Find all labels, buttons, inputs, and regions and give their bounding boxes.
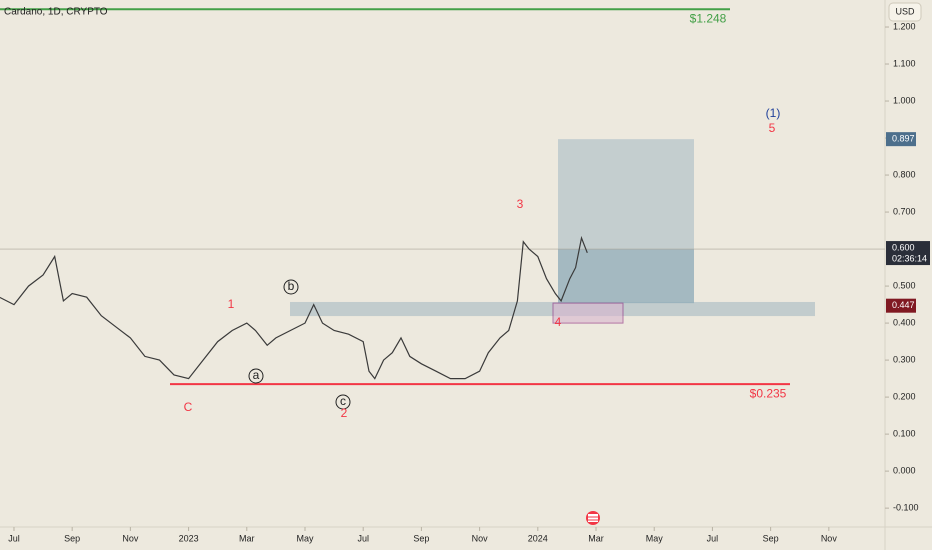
x-tick-label: Jul <box>8 533 20 543</box>
wave-label: 2 <box>341 406 348 420</box>
y-tick-label: 0.100 <box>893 428 916 438</box>
wave-label: 5 <box>769 121 776 135</box>
y-tick-label: 1.000 <box>893 95 916 105</box>
price-badge-label: 0.897 <box>892 134 915 144</box>
y-tick-label: 0.500 <box>893 280 916 290</box>
x-tick-label: Nov <box>821 533 838 543</box>
level-label: $1.248 <box>690 11 727 25</box>
x-tick-label: Nov <box>122 533 139 543</box>
x-tick-label: Jul <box>357 533 369 543</box>
x-tick-label: 2023 <box>179 533 199 543</box>
price-line <box>0 235 588 380</box>
wave-label: (1) <box>766 106 781 120</box>
wave-label: 4 <box>555 315 562 329</box>
y-tick-label: 0.400 <box>893 317 916 327</box>
price-badge <box>886 298 916 313</box>
y-tick-label: -0.100 <box>893 503 919 513</box>
countdown-label: 02:36:14 <box>892 253 927 263</box>
stop-zone <box>552 302 624 324</box>
x-tick-label: Sep <box>763 533 779 543</box>
x-tick-label: Jul <box>707 533 719 543</box>
wave-circle <box>335 394 351 410</box>
flag-icon <box>586 511 600 525</box>
wave-label: a <box>253 368 260 382</box>
wave-label: C <box>184 400 193 414</box>
price-badge <box>886 132 916 147</box>
y-tick-label: 0.200 <box>893 391 916 401</box>
x-tick-label: May <box>646 533 664 543</box>
y-tick-label: 0.700 <box>893 206 916 216</box>
y-tick-label: 1.100 <box>893 58 916 68</box>
wave-circle <box>283 279 299 295</box>
target-zone <box>558 139 694 304</box>
last-price-label: 0.600 <box>892 242 915 252</box>
wave-label: 1 <box>228 297 235 311</box>
x-tick-label: Nov <box>472 533 489 543</box>
y-tick-label: 1.200 <box>893 21 916 31</box>
wave-label: b <box>288 279 295 293</box>
y-tick-label: 0.300 <box>893 354 916 364</box>
level-label: $0.235 <box>750 386 787 400</box>
x-tick-label: Mar <box>239 533 255 543</box>
y-tick-label: 0.800 <box>893 169 916 179</box>
x-tick-label: Sep <box>413 533 429 543</box>
last-price-badge <box>886 241 930 266</box>
x-tick-label: 2024 <box>528 533 548 543</box>
wave-circle <box>248 368 264 384</box>
profit-zone <box>558 249 694 304</box>
price-badge-label: 0.447 <box>892 300 915 310</box>
x-tick-label: Mar <box>588 533 604 543</box>
wave-label: c <box>340 394 346 408</box>
x-tick-label: May <box>296 533 314 543</box>
wave-label: 3 <box>517 197 524 211</box>
x-tick-label: Sep <box>64 533 80 543</box>
chart-title: Cardano, 1D, CRYPTO <box>4 7 108 18</box>
currency-label: USD <box>895 6 915 16</box>
currency-button[interactable] <box>888 2 922 22</box>
y-tick-label: 0.000 <box>893 465 916 475</box>
